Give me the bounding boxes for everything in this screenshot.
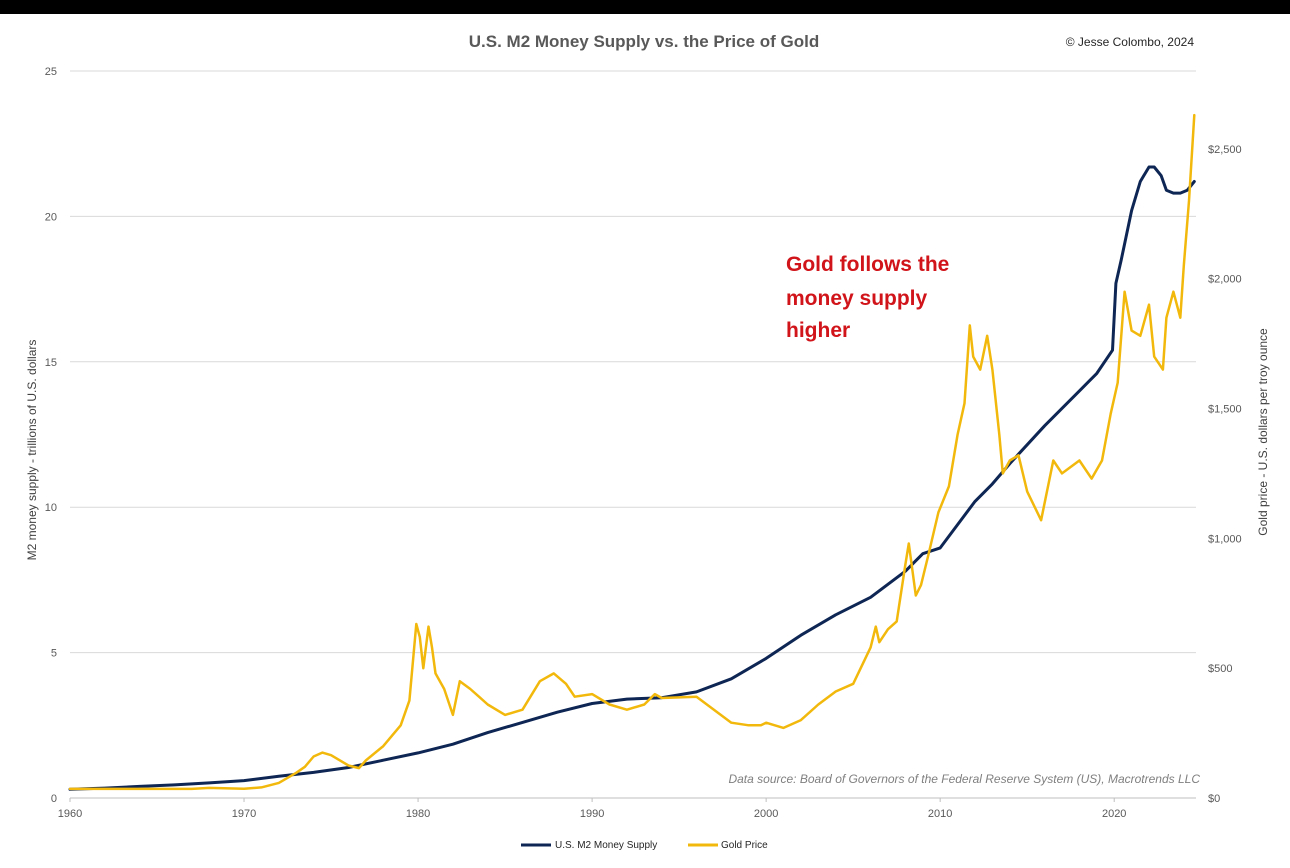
annotation-line-3: higher [786,319,850,342]
y2-tick-label: $1,000 [1208,533,1242,545]
left-axis-title: M2 money supply - trillions of U.S. doll… [25,340,39,561]
series-line-m2 [68,165,1196,791]
x-tick-label: 1980 [406,808,430,820]
annotation-line-1: Gold follows the [786,253,949,276]
chart-frame: 0 5 10 15 20 25 $0 $500 $1,000 $1,500 $2,000 $2,50… [0,14,1290,868]
legend-label-gold: Gold Price [721,840,768,851]
annotation-line-2: money supply [786,287,928,310]
y-tick-label: 10 [45,502,57,514]
series-lines [68,113,1196,791]
y2-tick-label: $1,500 [1208,404,1242,416]
series-line-gold [68,113,1196,791]
y-tick-label: 15 [45,357,57,369]
y-tick-label: 5 [51,648,57,660]
y2-tick-label: $2,500 [1208,144,1242,156]
y2-tick-label: $500 [1208,663,1232,675]
grid-lines [70,70,1196,799]
y2-tick-label: $0 [1208,793,1220,805]
x-tick-label: 1990 [580,808,604,820]
chart-title: U.S. M2 Money Supply vs. the Price of Go… [469,32,819,51]
y2-tick-label: $2,000 [1208,274,1242,286]
right-axis-ticks: $0 $500 $1,000 $1,500 $2,000 $2,500 [1208,144,1242,805]
x-tick-label: 2000 [754,808,778,820]
legend-label-m2: U.S. M2 Money Supply [555,840,657,851]
x-tick-label: 2010 [928,808,952,820]
data-source-note: Data source: Board of Governors of the F… [728,772,1200,786]
legend: U.S. M2 Money Supply Gold Price [521,840,768,851]
x-tick-label: 2020 [1102,808,1126,820]
left-axis-ticks: 0 5 10 15 20 25 [45,66,57,805]
copyright-notice: © Jesse Colombo, 2024 [1066,35,1195,49]
y-tick-label: 20 [45,211,57,223]
x-tick-label: 1970 [232,808,256,820]
y-tick-label: 25 [45,66,57,78]
x-axis-ticks: 1960 1970 1980 1990 2000 2010 2020 [58,798,1126,820]
y-tick-label: 0 [51,793,57,805]
right-axis-title: Gold price - U.S. dollars per troy ounce [1256,328,1270,536]
chart-canvas: 0 5 10 15 20 25 $0 $500 $1,000 $1,500 $2,000 $2,50… [25,32,1270,851]
x-tick-label: 1960 [58,808,82,820]
